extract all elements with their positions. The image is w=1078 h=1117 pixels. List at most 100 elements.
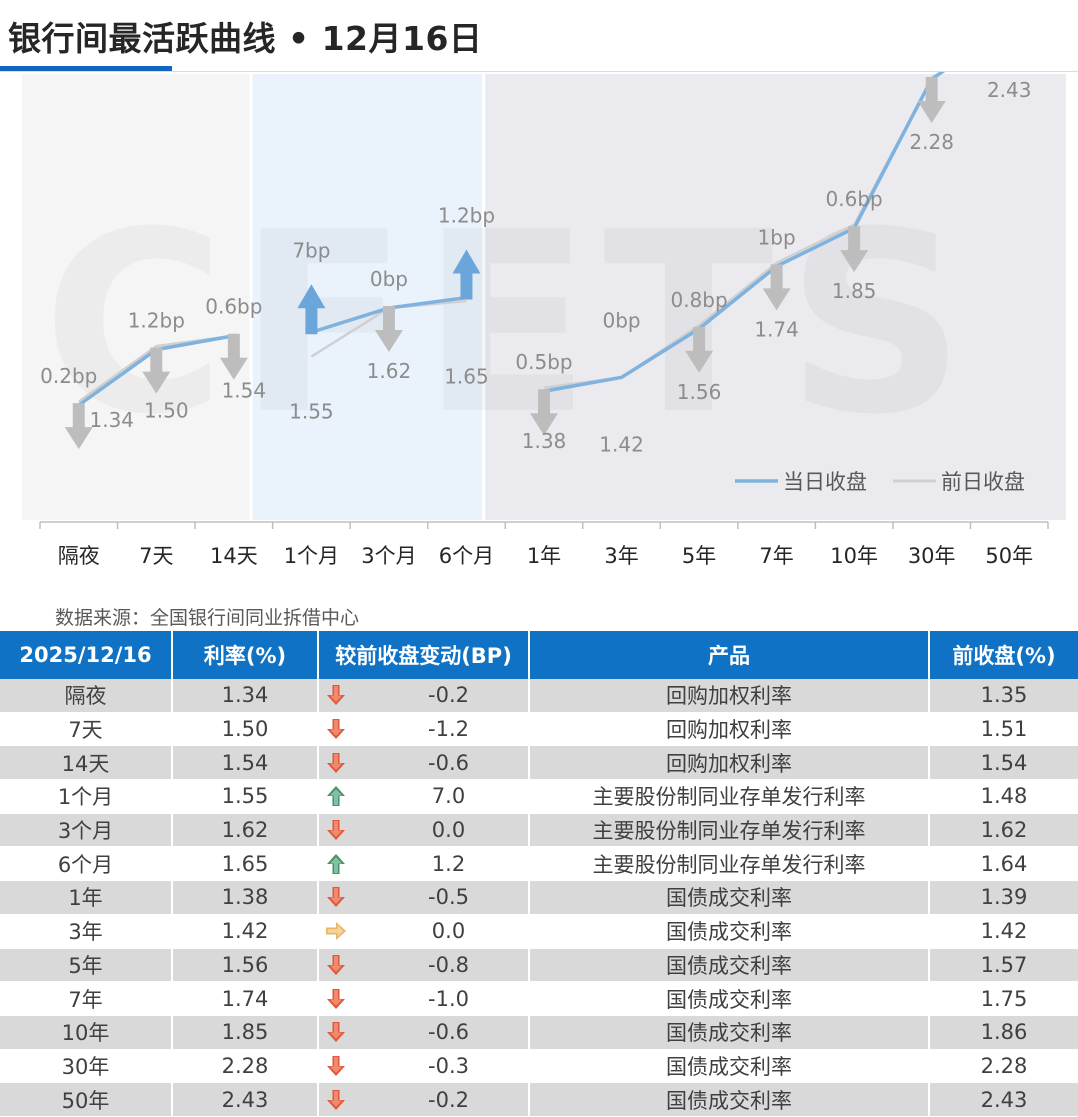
page-title: 银行间最活跃曲线 • 12月16日 (8, 19, 483, 58)
title-divider (0, 71, 1078, 72)
data-source: 数据来源：全国银行间同业拆借中心 (55, 607, 360, 629)
cell-product: 国债成交利率 (529, 1049, 930, 1084)
cell-prev: 2.28 (929, 1049, 1078, 1084)
cell-rate: 1.54 (172, 745, 319, 781)
legend-previous-label: 前日收盘 (941, 470, 1025, 494)
cell-product: 国债成交利率 (529, 914, 930, 949)
legend-current-label: 当日收盘 (783, 470, 867, 494)
cell-rate: 2.43 (172, 1082, 319, 1117)
cell-product: 主要股份制同业存单发行利率 (529, 779, 930, 814)
change-value: -0.2 (428, 1087, 469, 1112)
x-tick-label: 1年 (527, 544, 561, 568)
down-arrow-icon (325, 684, 347, 706)
cell-change: -0.2 (318, 679, 530, 713)
cell-prev: 1.64 (929, 846, 1078, 882)
section-background (252, 74, 483, 520)
cell-prev: 1.54 (929, 745, 1078, 781)
value-label: 1.50 (144, 399, 189, 423)
table-row: 1年 1.38 -0.5 国债成交利率 1.39 (0, 880, 1078, 915)
cell-change: -0.6 (318, 1015, 530, 1050)
down-arrow-icon (325, 1089, 347, 1111)
down-change-arrow (142, 347, 171, 394)
cell-change: -0.8 (318, 948, 530, 983)
cell-rate: 1.50 (172, 712, 319, 747)
cell-rate: 1.56 (172, 948, 319, 983)
yield-curve-chart: CFETS0.2bp1.2bp0.6bp7bp0bp1.2bp0.5bp0bp0… (22, 72, 1066, 568)
cell-rate: 1.34 (172, 679, 319, 713)
value-label: 1.54 (222, 379, 267, 403)
table-row: 50年 2.43 -0.2 国债成交利率 2.43 (0, 1082, 1078, 1117)
x-tick-label: 隔夜 (58, 544, 100, 568)
down-change-arrow (917, 76, 946, 123)
cell-prev: 1.48 (929, 779, 1078, 814)
cell-prev: 1.51 (929, 712, 1078, 747)
cell-prev: 2.43 (929, 1082, 1078, 1117)
change-value: 7.0 (431, 784, 466, 809)
cell-term: 14天 (0, 745, 173, 781)
down-arrow-icon (325, 819, 347, 841)
change-value: -1.2 (428, 717, 469, 742)
value-label: 1.42 (599, 432, 644, 456)
x-tick-label: 3年 (604, 544, 638, 568)
down-change-arrow (530, 389, 558, 436)
table-row: 3年 1.42 0.0 国债成交利率 1.42 (0, 914, 1078, 949)
table-row: 14天 1.54 -0.6 回购加权利率 1.54 (0, 745, 1078, 781)
value-label: 1.56 (677, 380, 722, 404)
table-row: 10年 1.85 -0.6 国债成交利率 1.86 (0, 1015, 1078, 1050)
x-tick-label: 3个月 (361, 544, 416, 568)
header-prev: 前收盘(%) (929, 631, 1078, 679)
cell-product: 国债成交利率 (529, 1015, 930, 1050)
table-row: 5年 1.56 -0.8 国债成交利率 1.57 (0, 948, 1078, 983)
down-arrow-icon (325, 1055, 347, 1077)
cell-term: 3年 (0, 914, 173, 949)
cell-change: -1.2 (318, 712, 530, 747)
cell-term: 7年 (0, 981, 173, 1016)
cell-rate: 1.65 (172, 846, 319, 882)
value-label: 1.38 (522, 429, 567, 453)
cell-product: 国债成交利率 (529, 1082, 930, 1117)
change-value: -0.8 (428, 952, 469, 977)
cell-rate: 1.62 (172, 813, 319, 848)
cell-term: 1年 (0, 880, 173, 915)
change-value: -0.6 (428, 750, 469, 775)
cell-product: 回购加权利率 (529, 745, 930, 781)
x-tick-label: 7年 (759, 544, 793, 568)
change-label: 1.2bp (438, 204, 495, 228)
cell-rate: 1.42 (172, 914, 319, 949)
cell-change: 1.2 (318, 846, 530, 882)
change-label: 0bp (370, 267, 408, 291)
change-value: 0.0 (431, 818, 466, 843)
up-change-arrow (297, 284, 326, 335)
change-label: 0.6bp (826, 187, 883, 211)
table-row: 3个月 1.62 0.0 主要股份制同业存单发行利率 1.62 (0, 813, 1078, 848)
down-arrow-icon (325, 718, 347, 740)
cell-product: 国债成交利率 (529, 981, 930, 1016)
table-header-row: 2025/12/16 利率(%) 较前收盘变动(BP) 产品 前收盘(%) (0, 631, 1078, 679)
value-label: 1.62 (367, 359, 412, 383)
value-label: 1.85 (832, 279, 877, 303)
cell-rate: 1.38 (172, 880, 319, 915)
cell-rate: 1.85 (172, 1015, 319, 1050)
table-row: 7年 1.74 -1.0 国债成交利率 1.75 (0, 981, 1078, 1016)
header-product: 产品 (529, 631, 930, 679)
change-value: -0.3 (428, 1053, 469, 1078)
cell-prev: 1.75 (929, 981, 1078, 1016)
rates-table: 2025/12/16 利率(%) 较前收盘变动(BP) 产品 前收盘(%) 隔夜… (0, 631, 1078, 1117)
cell-rate: 2.28 (172, 1049, 319, 1084)
change-value: 0.0 (431, 919, 466, 944)
cell-prev: 1.35 (929, 679, 1078, 713)
header-date: 2025/12/16 (0, 631, 173, 679)
table-row: 7天 1.50 -1.2 回购加权利率 1.51 (0, 712, 1078, 747)
change-label: 0.6bp (205, 295, 262, 319)
table-row: 6个月 1.65 1.2 主要股份制同业存单发行利率 1.64 (0, 846, 1078, 882)
cell-change: 0.0 (318, 813, 530, 848)
cell-term: 3个月 (0, 813, 173, 848)
cell-term: 30年 (0, 1049, 173, 1084)
cell-term: 5年 (0, 948, 173, 983)
value-label: 1.65 (444, 365, 489, 389)
cell-prev: 1.62 (929, 813, 1078, 848)
up-arrow-icon (325, 785, 347, 807)
change-label: 1bp (758, 225, 796, 249)
down-change-arrow (64, 403, 93, 450)
cell-prev: 1.42 (929, 914, 1078, 949)
